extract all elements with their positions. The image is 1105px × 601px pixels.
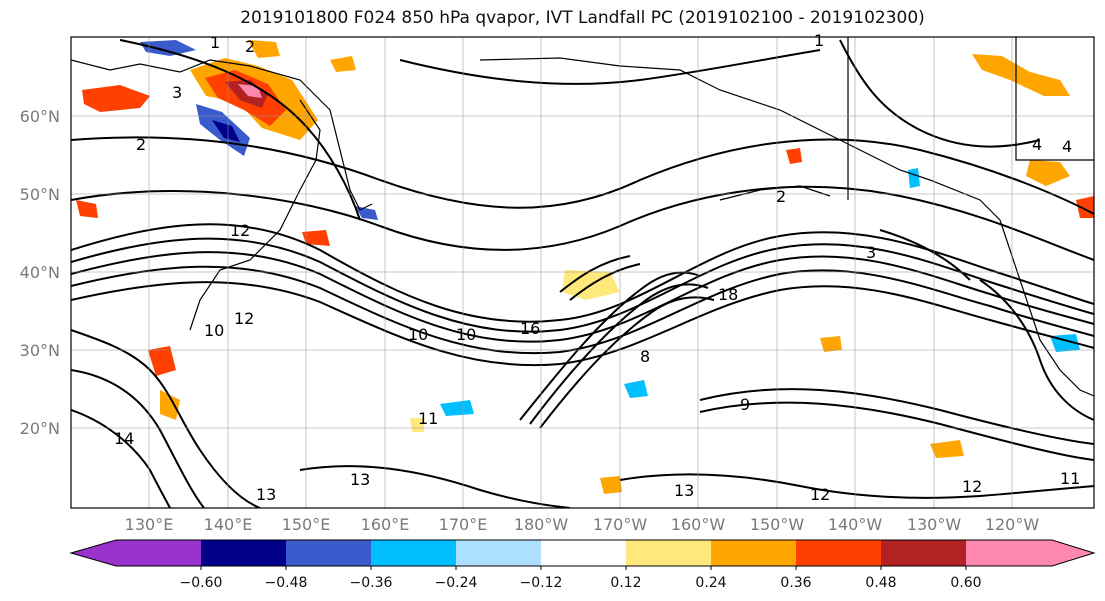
colorbar-tick: −0.60 <box>180 575 223 591</box>
colorbar-tick: 0.48 <box>865 575 896 591</box>
contour-label: 9 <box>740 395 750 414</box>
contour-label: 18 <box>718 285 738 304</box>
contour-label: 13 <box>256 485 276 504</box>
lon-label-140e: 140°E <box>204 515 253 534</box>
lon-label-180w: 180°W <box>514 515 569 534</box>
colorbar-tick: 0.24 <box>695 575 726 591</box>
colorbar-swatch-0 <box>71 540 201 566</box>
lon-labels: 130°E 140°E 150°E 160°E 170°E 180°W 170°… <box>125 515 1040 534</box>
contour-label: 13 <box>674 481 694 500</box>
coastlines <box>71 37 1094 397</box>
contour-label: 4 <box>1062 137 1072 156</box>
lon-label-120w: 120°W <box>985 515 1040 534</box>
contour-label: 3 <box>172 83 182 102</box>
lat-labels: 60°N 50°N 40°N 30°N 20°N <box>20 107 60 438</box>
lon-label-150e: 150°E <box>282 515 331 534</box>
lon-label-160e: 160°E <box>361 515 410 534</box>
colorbar-tick: −0.24 <box>435 575 478 591</box>
lat-label-50n: 50°N <box>20 185 60 204</box>
map-frame <box>70 36 1095 509</box>
colorbar-swatch-5 <box>541 540 626 566</box>
lat-label-40n: 40°N <box>20 263 60 282</box>
colorbar-tick: −0.48 <box>265 575 308 591</box>
contour-label: 2 <box>136 135 146 154</box>
colorbar-swatch-8 <box>796 540 881 566</box>
contour-label: 1 <box>814 31 824 50</box>
colorbar-outline <box>69 539 1096 567</box>
map-title: 2019101800 F024 850 hPa qvapor, IVT Land… <box>240 8 925 28</box>
colorbar-swatch-10 <box>966 540 1094 566</box>
contour-label: 10 <box>456 325 476 344</box>
contour-label: 3 <box>866 243 876 262</box>
lon-label-130w: 130°W <box>907 515 962 534</box>
contour-label: 1 <box>210 33 220 52</box>
colorbar-swatch-9 <box>881 540 966 566</box>
contour-label: 14 <box>114 429 134 448</box>
contour-label: 2 <box>776 187 786 206</box>
colorbar: −0.60 −0.48 −0.36 −0.24 −0.12 0.12 0.24 … <box>69 539 1096 591</box>
lon-label-170w: 170°W <box>593 515 648 534</box>
colorbar-swatch-6 <box>626 540 711 566</box>
colorbar-tick: −0.36 <box>350 575 393 591</box>
lon-label-130e: 130°E <box>125 515 174 534</box>
colorbar-swatch-7 <box>711 540 796 566</box>
lon-label-170e: 170°E <box>439 515 488 534</box>
colorbar-tick: −0.12 <box>520 575 563 591</box>
lon-label-150w: 150°W <box>750 515 805 534</box>
colorbar-tick: 0.60 <box>950 575 981 591</box>
contour-labels: 1 2 2 3 2 4 12 10 10 16 18 10 12 14 12 1… <box>114 31 1080 504</box>
contour-label: 4 <box>1032 135 1042 154</box>
contour-label: 16 <box>520 319 540 338</box>
colorbar-swatch-3 <box>371 540 456 566</box>
lon-label-140w: 140°W <box>828 515 883 534</box>
contour-label: 10 <box>408 325 428 344</box>
lat-label-20n: 20°N <box>20 419 60 438</box>
contour-label: 13 <box>350 470 370 489</box>
contour-label: 12 <box>810 485 830 504</box>
contour-label: 11 <box>418 409 438 428</box>
colorbar-swatch-4 <box>456 540 541 566</box>
ivt-contours <box>71 39 1094 508</box>
colorbar-tick: 0.36 <box>780 575 811 591</box>
lon-label-160w: 160°W <box>671 515 726 534</box>
contour-label: 2 <box>245 37 255 56</box>
contour-label: 12 <box>962 477 982 496</box>
contour-label: 12 <box>230 221 250 240</box>
contour-label: 8 <box>640 347 650 366</box>
lat-label-30n: 30°N <box>20 341 60 360</box>
contour-label: 12 <box>234 309 254 328</box>
colorbar-tick: 0.12 <box>610 575 641 591</box>
contour-label: 10 <box>204 321 224 340</box>
lat-label-60n: 60°N <box>20 107 60 126</box>
colorbar-swatch-2 <box>286 540 371 566</box>
contour-label: 11 <box>1060 469 1080 488</box>
gridlines <box>71 37 1094 508</box>
colorbar-swatch-1 <box>201 540 286 566</box>
